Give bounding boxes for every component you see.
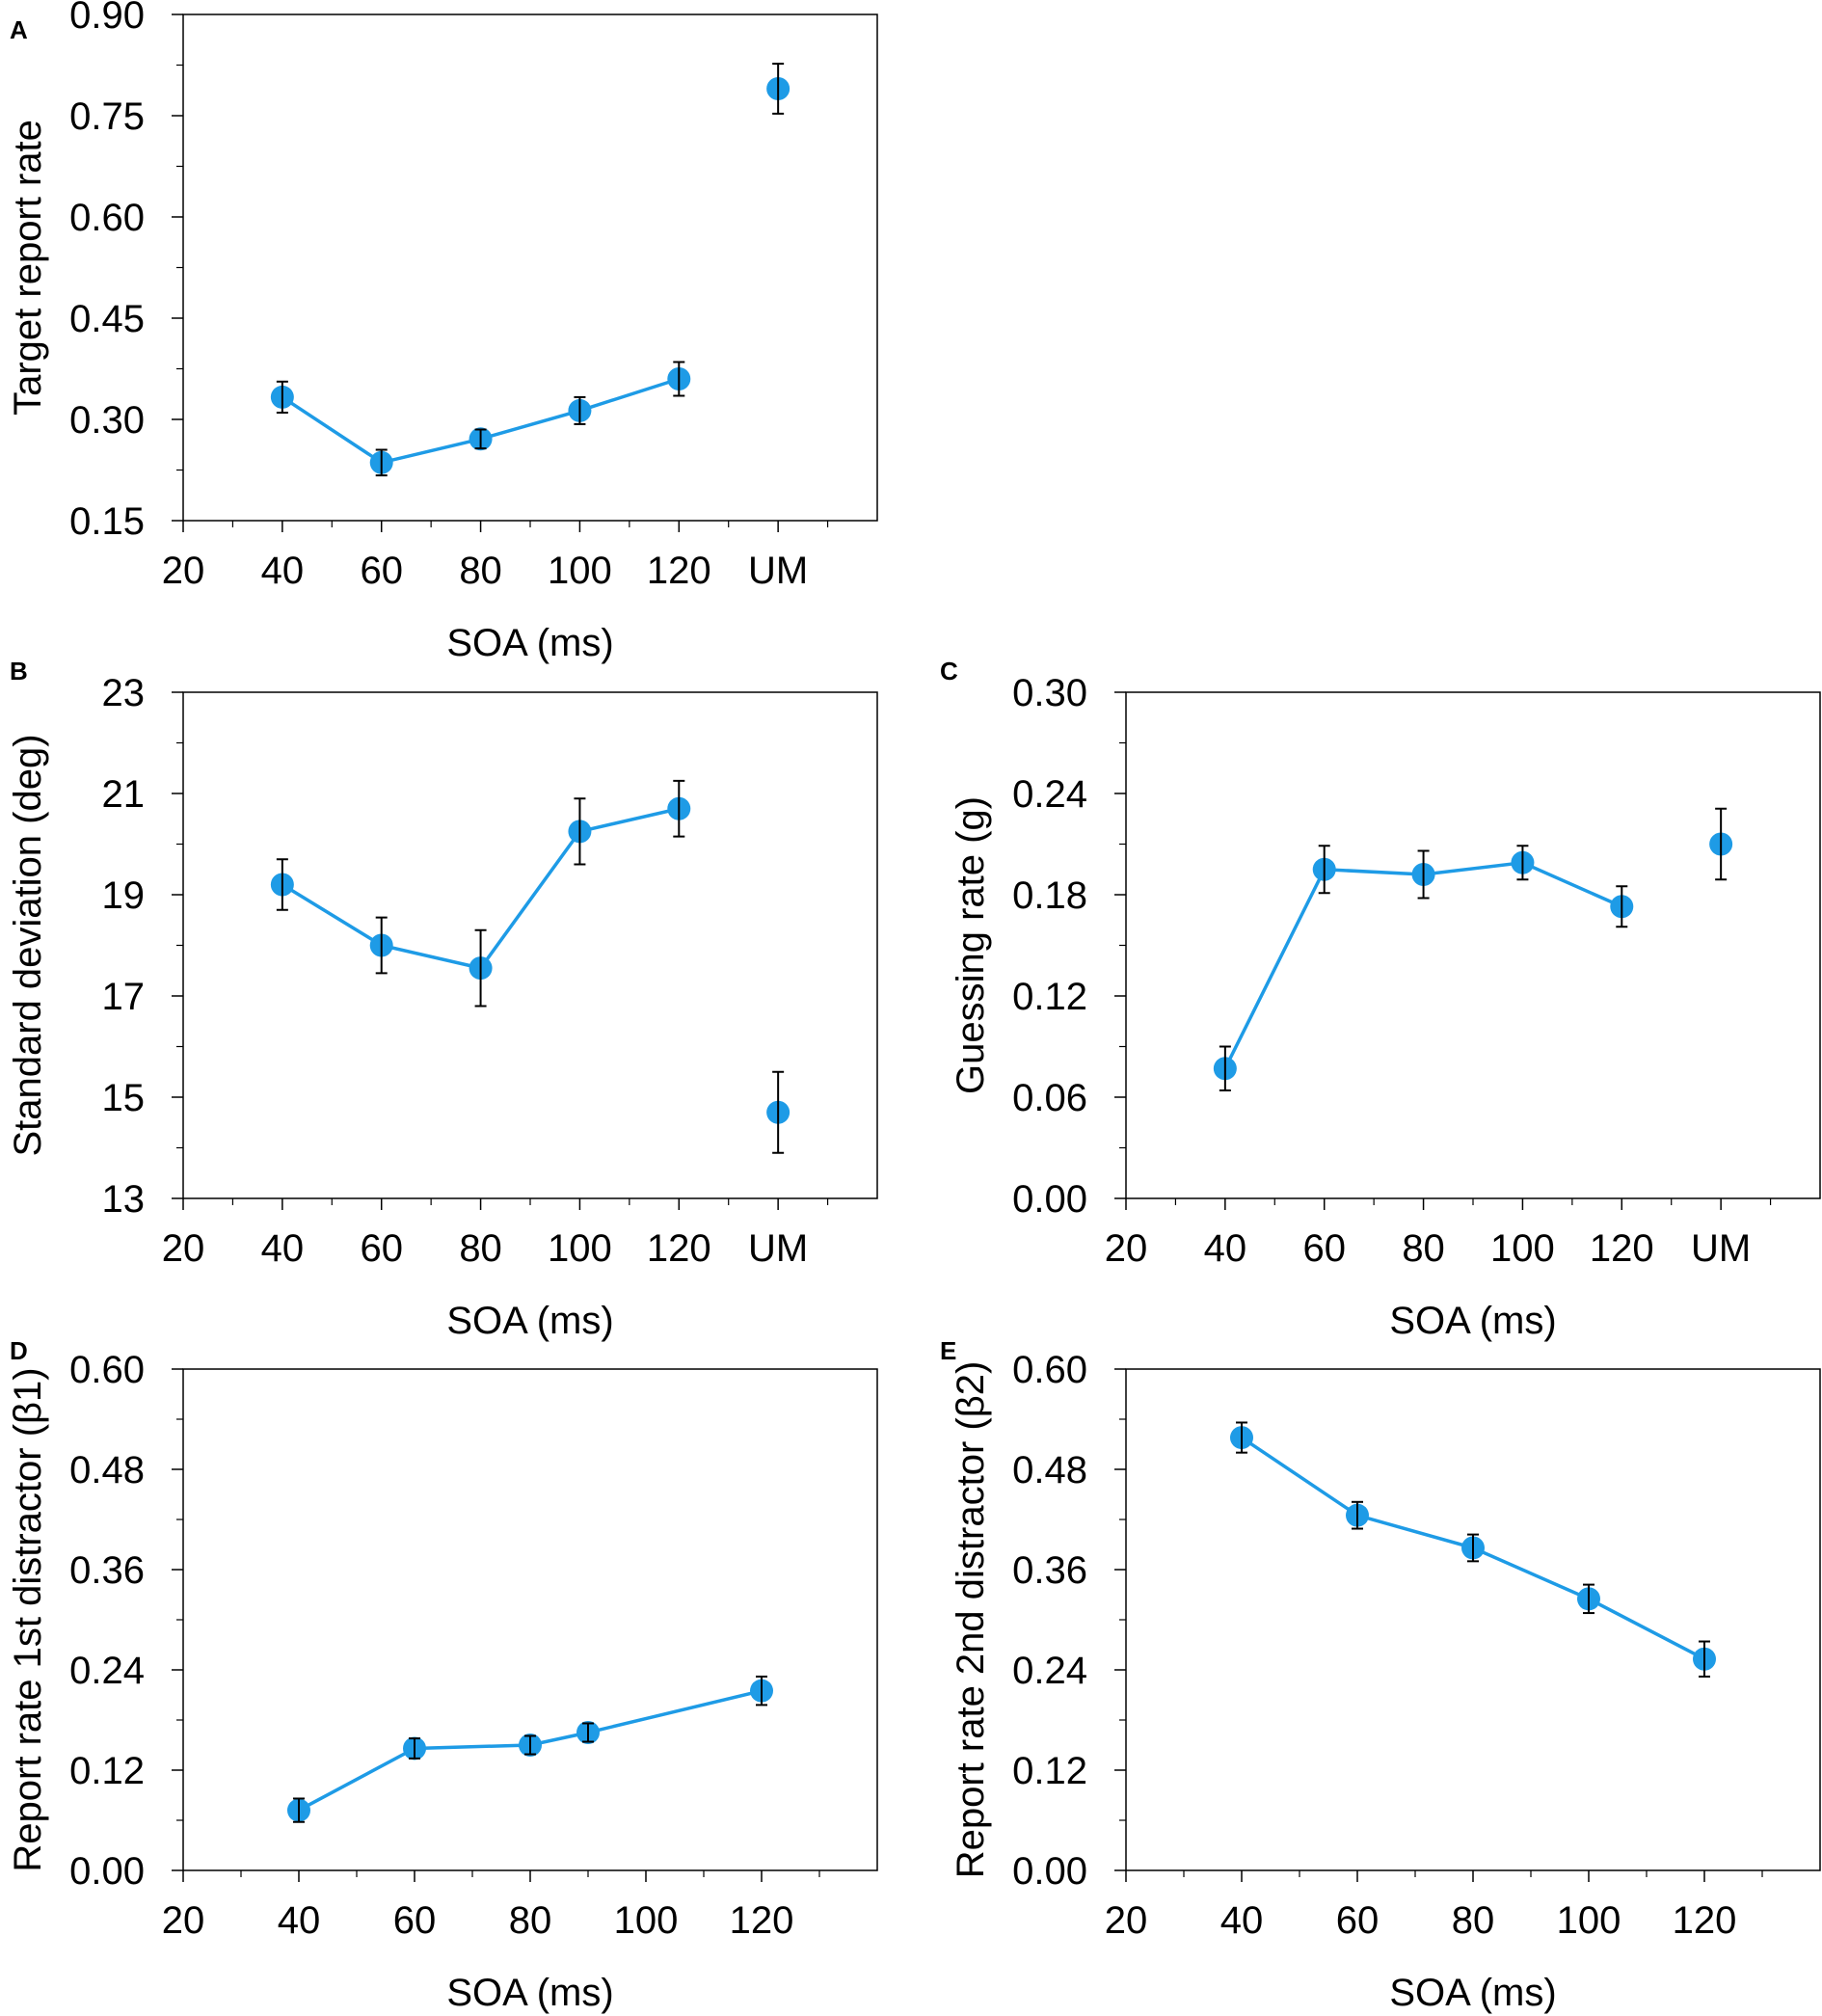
y-tick-label: 0.45: [69, 298, 145, 340]
y-tick-label: 0.48: [69, 1449, 145, 1492]
y-tick-label: 0.00: [1012, 1850, 1087, 1893]
y-axis-label: Target report rate: [7, 120, 49, 416]
y-tick-label: 19: [102, 874, 146, 917]
x-tick-label: 80: [509, 1899, 552, 1942]
x-tick-label: 120: [1590, 1227, 1654, 1270]
x-tick-label: 40: [1220, 1899, 1264, 1942]
x-axis-label: SOA (ms): [446, 1300, 613, 1342]
x-axis-label: SOA (ms): [1389, 1300, 1556, 1342]
x-tick-label: 100: [614, 1899, 679, 1942]
y-tick-label: 0.60: [69, 1349, 145, 1391]
x-tick-label: 120: [730, 1899, 794, 1942]
y-tick-label: 0.36: [69, 1549, 145, 1592]
y-tick-label: 0.24: [1012, 1650, 1087, 1692]
panel-b: B 20 40 60 80 100 120 UM 13 15 17 19 21 23 SOA (ms) Sta…: [7, 657, 878, 1342]
x-tick-label: 60: [360, 550, 403, 592]
x-tick-label: 80: [1402, 1227, 1445, 1270]
x-tick-label: 60: [1336, 1899, 1380, 1942]
y-tick-label: 0.15: [69, 500, 145, 543]
panel-letter-d: D: [10, 1336, 28, 1365]
x-axis-label: SOA (ms): [446, 1972, 613, 2014]
x-tick-label: 100: [1557, 1899, 1621, 1942]
y-tick-label: 21: [102, 773, 146, 816]
x-tick-label: 120: [647, 550, 711, 592]
y-tick-label: 0.75: [69, 95, 145, 138]
y-axis-label: Standard deviation (deg): [7, 734, 49, 1156]
y-tick-label: 0.00: [1012, 1178, 1087, 1221]
x-tick-label: 100: [1490, 1227, 1555, 1270]
x-tick-label: 20: [162, 1899, 205, 1942]
panel-e: E 20 40 60 80 100 120 0.00 0.12 0.24 0.36 0.48 0.60 S…: [940, 1336, 1821, 2014]
y-tick-label: 0.60: [1012, 1349, 1087, 1391]
x-axis-label: SOA (ms): [1389, 1972, 1556, 2014]
y-axis-label: Report rate 1st distractor (β1): [7, 1367, 49, 1871]
x-tick-label: 20: [162, 1227, 205, 1270]
y-tick-label: 15: [102, 1077, 146, 1119]
y-tick-label: 0.12: [69, 1750, 145, 1792]
panel-letter-a: A: [10, 15, 28, 44]
y-axis-label: Guessing rate (g): [950, 796, 992, 1094]
x-tick-label: UM: [748, 550, 808, 592]
x-tick-label: 60: [1302, 1227, 1346, 1270]
plot-frame-d: [182, 1368, 878, 1871]
y-tick-label: 0.24: [69, 1650, 145, 1692]
x-tick-label: 60: [360, 1227, 403, 1270]
y-tick-label: 17: [102, 976, 146, 1018]
x-tick-label: UM: [1691, 1227, 1751, 1270]
panel-a: A 20 40 60 80 100 120 UM 0.15 0.30 0.45 0.60 0.75 0.9…: [7, 0, 878, 664]
y-tick-label: 0.18: [1012, 874, 1087, 917]
y-tick-label: 0.48: [1012, 1449, 1087, 1492]
y-tick-label: 13: [102, 1178, 146, 1221]
panel-letter-b: B: [10, 657, 28, 685]
y-tick-label: 0.60: [69, 197, 145, 239]
x-tick-label: 20: [1105, 1899, 1148, 1942]
x-tick-label: 80: [459, 1227, 502, 1270]
x-tick-label: 40: [1204, 1227, 1247, 1270]
x-axis-label: SOA (ms): [446, 622, 613, 664]
x-tick-label: 40: [278, 1899, 321, 1942]
x-tick-label: 20: [162, 550, 205, 592]
x-tick-label: 60: [393, 1899, 437, 1942]
plot-frame-c: [1125, 691, 1821, 1199]
y-tick-label: 0.12: [1012, 1750, 1087, 1792]
plot-frame-e: [1125, 1368, 1821, 1871]
panel-c: C 20 40 60 80 100 120 UM 0.00 0.06 0.12 0.18 0.24 0.3…: [940, 657, 1821, 1342]
y-tick-label: 0.06: [1012, 1077, 1087, 1119]
y-tick-label: 0.90: [69, 0, 145, 37]
x-tick-label: 40: [261, 550, 305, 592]
y-tick-label: 0.24: [1012, 773, 1087, 816]
x-tick-label: 80: [1452, 1899, 1495, 1942]
x-tick-label: UM: [748, 1227, 808, 1270]
panel-letter-c: C: [940, 657, 958, 685]
y-axis-label: Report rate 2nd distractor (β2): [950, 1361, 992, 1879]
x-tick-label: 40: [261, 1227, 305, 1270]
x-tick-label: 80: [459, 550, 502, 592]
y-tick-label: 0.30: [69, 399, 145, 442]
panel-d: D 20 40 60 80 100 120 0.00 0.12 0.24 0.36 0.48 0.60 S…: [7, 1336, 878, 2014]
x-tick-label: 100: [548, 1227, 612, 1270]
panel-letter-e: E: [940, 1336, 956, 1365]
x-tick-label: 120: [647, 1227, 711, 1270]
y-tick-label: 23: [102, 672, 146, 714]
y-tick-label: 0.12: [1012, 976, 1087, 1018]
x-tick-label: 20: [1105, 1227, 1148, 1270]
x-tick-label: 100: [548, 550, 612, 592]
y-tick-label: 0.00: [69, 1850, 145, 1893]
y-tick-label: 0.36: [1012, 1549, 1087, 1592]
x-tick-label: 120: [1673, 1899, 1737, 1942]
y-tick-label: 0.30: [1012, 672, 1087, 714]
